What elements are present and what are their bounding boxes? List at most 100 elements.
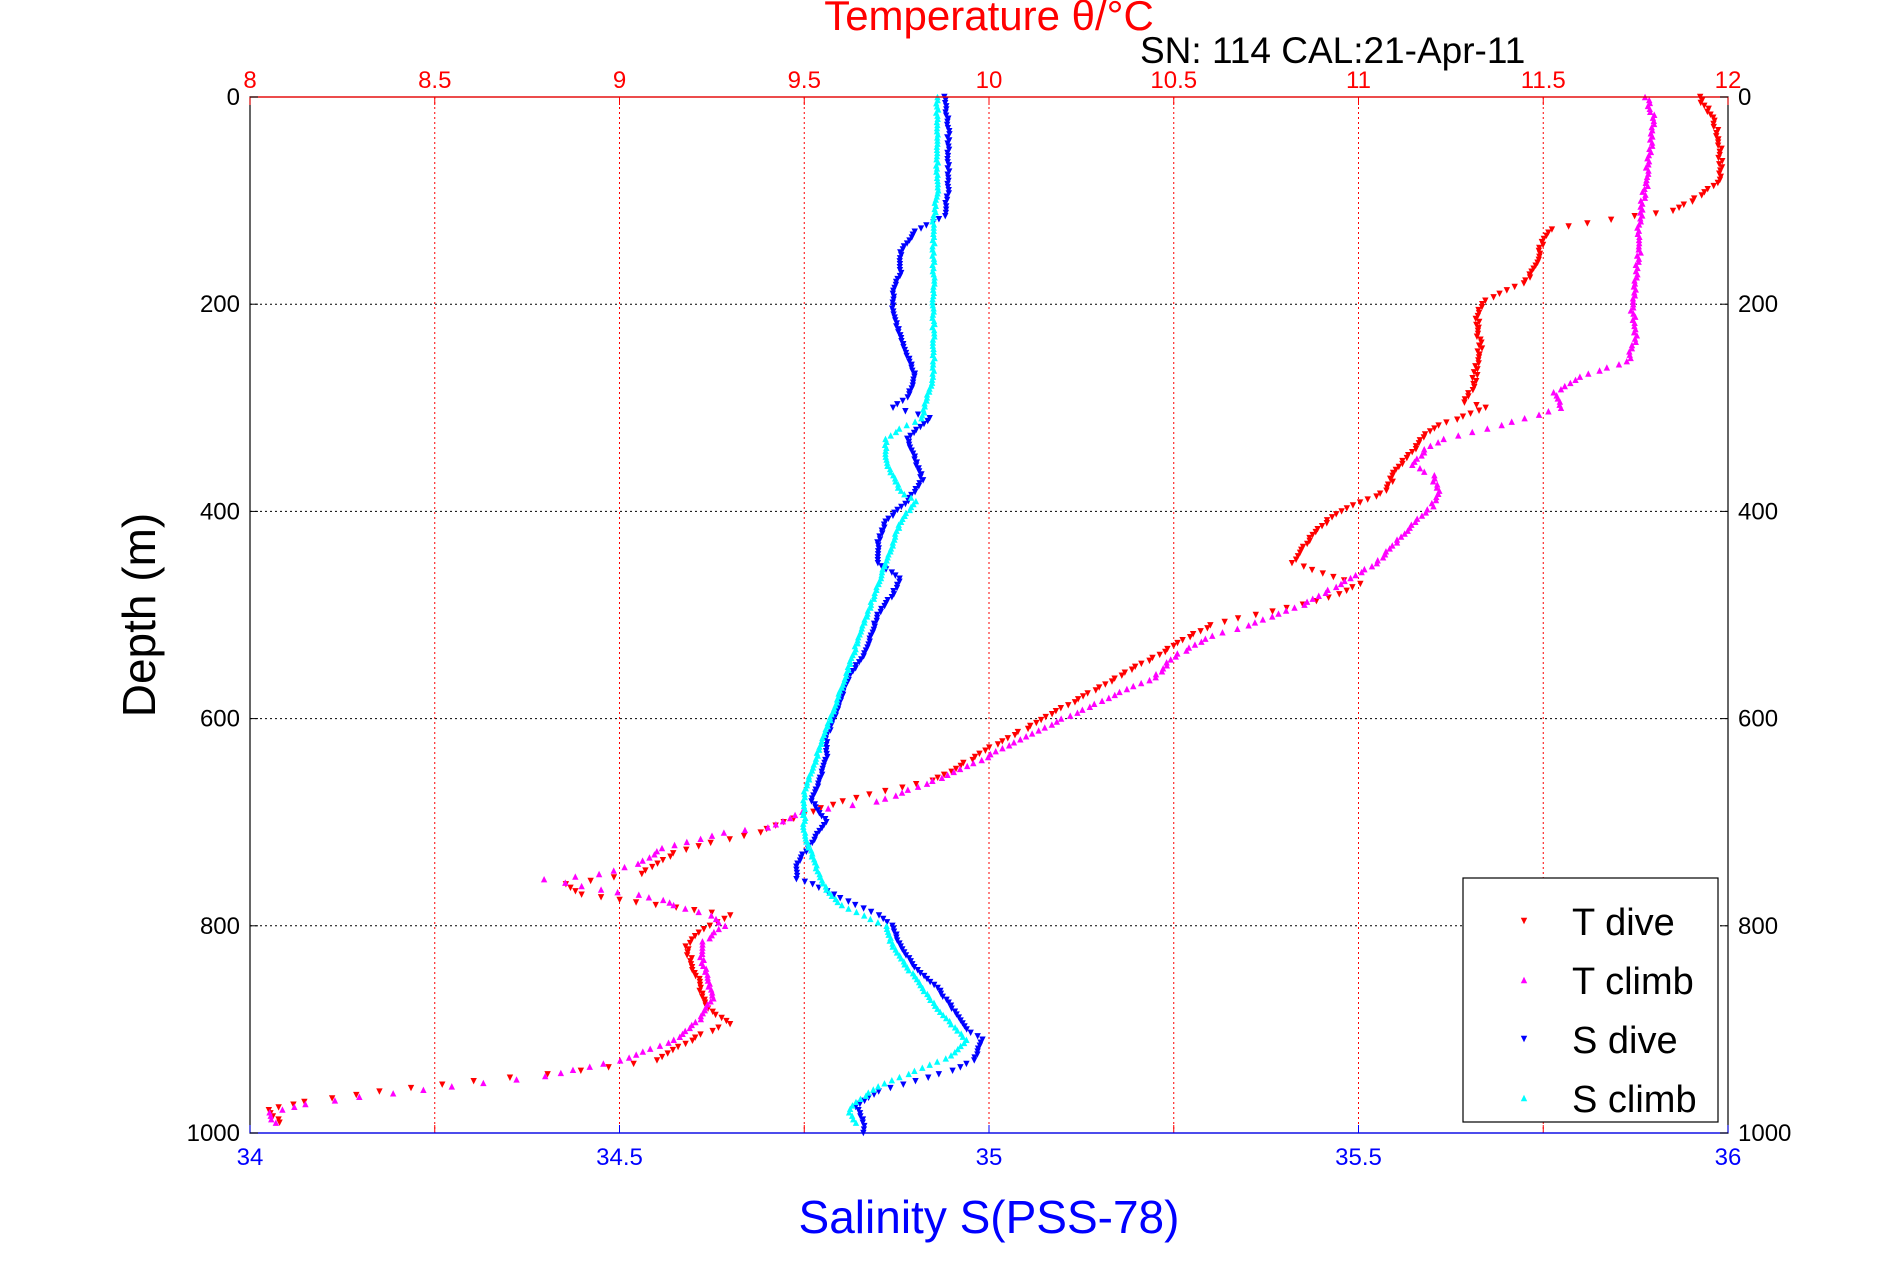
data-point [1376,490,1384,497]
data-point [1309,531,1316,539]
data-point [867,601,875,608]
data-point [1426,428,1434,435]
data-point [929,336,937,343]
data-point [723,1017,730,1025]
data-point [849,1102,856,1109]
data-point [957,1064,964,1071]
data-point [1065,702,1072,709]
data-point [1714,179,1722,187]
data-point [926,1061,933,1068]
data-point [639,1048,647,1055]
data-point [1095,684,1103,691]
data-point [689,1037,696,1044]
data-point [1364,496,1371,503]
data-point [291,1103,298,1110]
data-point [1172,653,1179,660]
data-point [670,901,677,909]
data-point [801,832,809,839]
data-point [1163,662,1170,669]
data-point [572,873,579,880]
data-point [971,1057,978,1064]
data-point [1041,724,1048,731]
data-point [1373,493,1380,500]
data-point [764,824,772,831]
data-point [833,696,841,703]
data-point [699,962,707,969]
data-point [1631,212,1638,220]
data-point [867,908,875,916]
data-point [870,1086,877,1093]
data-point [480,1079,487,1087]
bottom-axis-tick-label: 35.5 [1335,1144,1382,1171]
data-point [992,747,999,755]
data-point [817,805,824,812]
data-point [727,912,734,919]
data-point [1383,487,1390,494]
data-point [933,146,941,154]
data-point [1680,201,1687,208]
data-point [907,432,914,440]
data-point [540,875,548,883]
data-point [935,187,942,194]
data-point [1017,736,1024,743]
data-point [864,610,871,617]
data-point [934,1058,941,1065]
data-point [1454,416,1461,423]
data-point [1356,499,1364,506]
data-point [943,1014,950,1022]
bottom-axis-tick-label: 34.5 [596,1144,643,1171]
data-point [887,432,894,439]
data-point [700,926,708,933]
data-point [934,1005,941,1012]
data-point [967,1029,974,1037]
data-point [721,915,728,923]
data-point [1294,553,1302,560]
data-point [666,899,673,906]
data-point [1349,584,1356,591]
y-axis-tick-label-left: 600 [200,706,240,733]
data-point [1637,249,1644,256]
data-point [682,1040,689,1048]
data-point [921,400,928,407]
data-point [1431,425,1438,432]
data-point [1557,385,1565,393]
data-point [879,565,886,573]
data-point [1123,685,1131,693]
series-s-climb [799,93,970,1126]
data-point [708,832,716,839]
data-point [1202,635,1209,642]
data-point [1632,338,1639,345]
data-point [275,1104,282,1111]
data-point [448,1083,455,1090]
data-point [873,798,880,805]
data-point [1401,530,1408,537]
data-point [1596,367,1603,374]
data-point [1291,604,1298,611]
data-point [1631,289,1638,296]
data-point [838,901,846,909]
data-point [572,888,579,895]
data-point [800,823,807,830]
top-axis-tick-label: 12 [1715,67,1742,94]
data-point [1028,730,1036,737]
data-point [597,886,605,893]
data-point [1572,376,1579,384]
legend-marker [1520,976,1528,984]
data-point [886,937,893,944]
data-point [856,1100,864,1108]
data-point [934,190,941,197]
data-point [901,490,908,498]
data-point [930,292,937,300]
data-point [542,1072,549,1080]
data-point [356,1093,363,1100]
data-point [1102,681,1109,688]
data-point [879,915,887,923]
data-point [944,771,951,779]
data-point [822,883,830,890]
data-point [974,1033,981,1040]
data-point [1642,191,1649,198]
data-point [934,177,941,185]
data-point [812,755,820,762]
data-point [276,1119,283,1126]
